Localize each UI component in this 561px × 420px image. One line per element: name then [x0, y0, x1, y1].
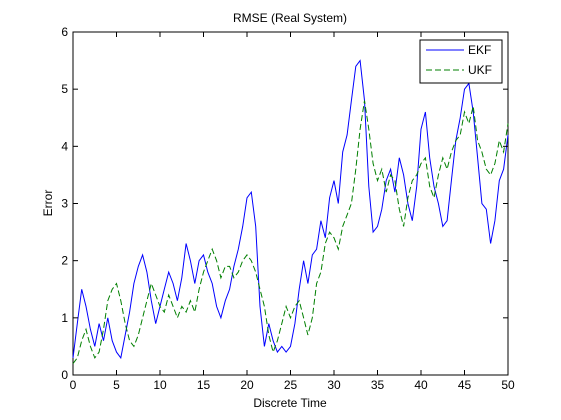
legend-box	[419, 39, 503, 84]
x-tick-label: 20	[240, 378, 254, 392]
legend-label-ukf: UKF	[468, 63, 492, 77]
y-tick-label: 4	[61, 139, 68, 153]
y-axis-label: Error	[41, 190, 55, 217]
x-tick-label: 50	[501, 378, 515, 392]
legend: EKF UKF	[419, 39, 503, 84]
series-layer	[72, 59, 509, 364]
y-tick-label: 2	[61, 254, 68, 268]
series-line-ukf	[72, 100, 509, 364]
x-tick-label: 15	[197, 378, 211, 392]
x-tick-label: 35	[371, 378, 385, 392]
x-tick-label: 0	[70, 378, 77, 392]
x-axis-label: Discrete Time	[253, 396, 327, 410]
x-tick-label: 10	[153, 378, 167, 392]
y-tick-label: 0	[61, 368, 68, 382]
legend-label-ekf: EKF	[468, 43, 491, 57]
y-tick-label: 1	[61, 311, 68, 325]
y-tick-label: 5	[61, 82, 68, 96]
y-tick-label: 6	[61, 25, 68, 39]
x-tick-label: 25	[284, 378, 298, 392]
x-tick-label: 40	[414, 378, 428, 392]
x-tick-label: 30	[327, 378, 341, 392]
chart-title: RMSE (Real System)	[233, 11, 347, 25]
x-tick-label: 45	[458, 378, 472, 392]
x-tick-label: 5	[113, 378, 120, 392]
y-tick-label: 3	[61, 197, 68, 211]
